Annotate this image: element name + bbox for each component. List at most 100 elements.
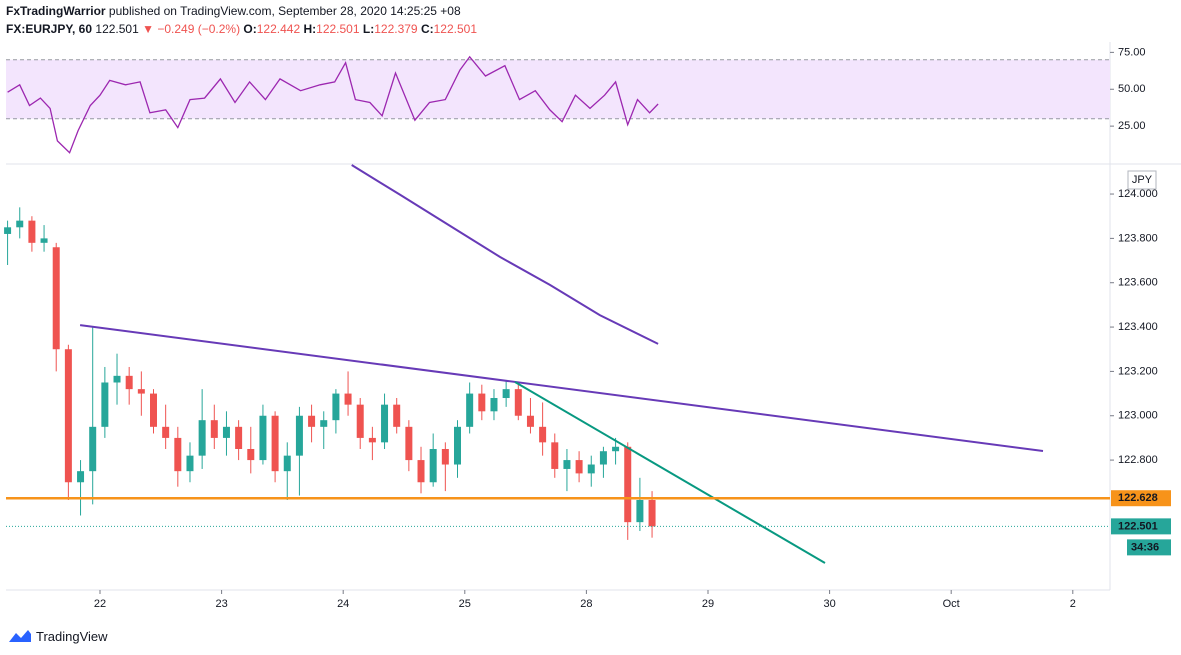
- candle-body: [344, 393, 352, 405]
- footer: TradingView: [8, 628, 108, 644]
- price-level-box: [1111, 490, 1171, 507]
- ohlc-value: 122.442: [256, 22, 301, 36]
- brand: TradingView: [36, 628, 108, 644]
- countdown-box: [1127, 539, 1171, 556]
- trend-line: [514, 381, 826, 564]
- price-level-label: 122.501: [1118, 520, 1158, 532]
- candle-body: [502, 389, 510, 399]
- x-tick-label: 2: [1070, 598, 1076, 610]
- candle-body: [101, 382, 109, 427]
- candle-body: [405, 426, 413, 461]
- candle-body: [113, 375, 121, 383]
- candle-body: [28, 220, 36, 243]
- candle-body: [89, 426, 97, 472]
- candle-body: [575, 460, 583, 474]
- candle-body: [64, 349, 72, 483]
- candle-body: [381, 404, 389, 443]
- candle-body: [308, 415, 316, 427]
- x-tick-label: 24: [337, 598, 349, 610]
- y-tick-label: 123.200: [1118, 365, 1158, 377]
- x-tick-label: 22: [94, 598, 106, 610]
- candle-body: [210, 420, 218, 438]
- ohlc-value: 122.379: [374, 22, 418, 36]
- candle-body: [52, 247, 60, 350]
- x-tick-label: Oct: [943, 598, 960, 610]
- candle-body: [222, 426, 230, 438]
- y-tick-label: 123.400: [1118, 321, 1158, 333]
- candle-body: [149, 393, 157, 427]
- candle-body: [514, 389, 522, 416]
- currency-box: [1127, 170, 1157, 190]
- candle-body: [320, 420, 328, 427]
- candle-body: [125, 375, 133, 390]
- last-price: 122.501: [95, 22, 139, 36]
- candle-body: [648, 499, 656, 527]
- candle-body: [563, 460, 571, 469]
- candle-body: [587, 464, 595, 474]
- change: ▼ −0.249 (−0.2%): [142, 22, 241, 36]
- candle-body: [417, 460, 425, 483]
- candle-body: [356, 404, 364, 438]
- y-tick-label: 124.000: [1118, 188, 1158, 200]
- candle-body: [271, 415, 279, 472]
- logo: [9, 630, 31, 642]
- currency-label: JPY: [1132, 174, 1153, 186]
- y-tick-label: 123.000: [1118, 410, 1158, 422]
- candle-body: [478, 393, 486, 412]
- y-tick-label: 50.00: [1118, 83, 1146, 95]
- candle-body: [551, 442, 559, 469]
- candle-body: [526, 415, 534, 427]
- candle-body: [490, 398, 498, 412]
- price-level-box: [1111, 518, 1171, 535]
- candle-body: [77, 471, 85, 483]
- candle-body: [174, 437, 182, 472]
- ohlc-label: L:: [362, 22, 375, 36]
- candle-body: [283, 455, 291, 472]
- candle-body: [16, 220, 24, 228]
- candle-body: [624, 446, 632, 523]
- candle-body: [332, 393, 340, 421]
- candle-body: [162, 426, 170, 438]
- candle-body: [186, 455, 194, 472]
- x-tick-label: 25: [459, 598, 471, 610]
- candle-body: [453, 426, 461, 465]
- y-tick-label: 123.600: [1118, 277, 1158, 289]
- candle-body: [247, 448, 255, 461]
- symbol: FX:EURJPY, 60: [6, 22, 93, 36]
- candle-body: [4, 227, 12, 234]
- ohlc-label: C:: [420, 22, 434, 36]
- trend-line: [79, 324, 1044, 452]
- candle-body: [295, 415, 303, 456]
- published: published on TradingView.com, September …: [108, 4, 461, 18]
- candle-body: [259, 415, 267, 461]
- author: FxTradingWarrior: [6, 4, 106, 18]
- rsi-line: [7, 55, 659, 154]
- candle-body: [441, 448, 449, 465]
- countdown: 34:36: [1131, 541, 1159, 553]
- rsi-band: [6, 59, 1110, 119]
- ohlc-value: 122.501: [316, 22, 360, 36]
- candle-body: [198, 420, 206, 456]
- candle-body: [466, 393, 474, 427]
- candle-body: [429, 448, 437, 483]
- candle-body: [636, 499, 644, 523]
- candle-body: [599, 451, 607, 465]
- x-tick-label: 23: [215, 598, 227, 610]
- x-tick-label: 29: [702, 598, 714, 610]
- y-tick-label: 75.00: [1118, 46, 1146, 58]
- y-tick-label: 25.00: [1118, 120, 1146, 132]
- candle-body: [393, 404, 401, 427]
- candle-body: [235, 426, 243, 449]
- x-tick-label: 30: [823, 598, 835, 610]
- y-tick-label: 123.800: [1118, 232, 1158, 244]
- candle-body: [40, 238, 48, 243]
- trend-line: [351, 164, 659, 345]
- ohlc-label: H:: [303, 22, 317, 36]
- candle-body: [539, 426, 547, 443]
- publish-line: FxTradingWarrior published on TradingVie…: [6, 4, 461, 18]
- x-tick-label: 28: [580, 598, 592, 610]
- candle-body: [612, 446, 620, 452]
- ohlc: O:122.442 H:122.501 L:122.379 C:122.501: [243, 22, 477, 36]
- candle-body: [137, 389, 145, 394]
